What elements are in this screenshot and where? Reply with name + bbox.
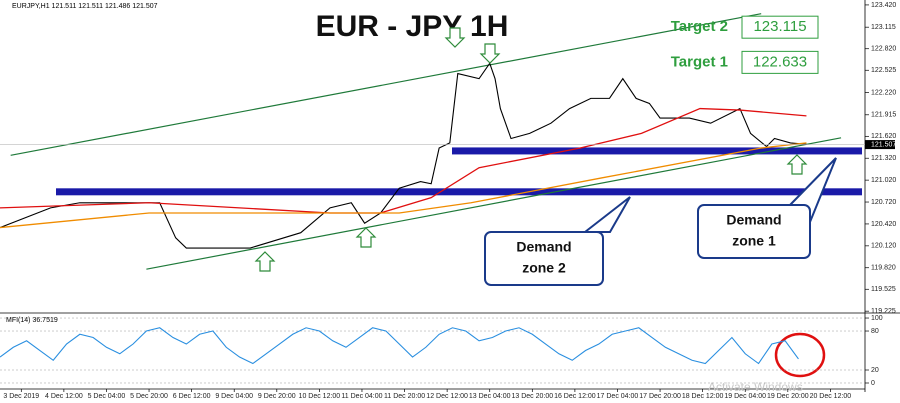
y-tick-label: 20 (871, 367, 879, 374)
y-tick-label: 119.225 (871, 308, 896, 315)
x-tick-label: 20 Dec 12:00 (810, 393, 852, 400)
x-tick-label: 11 Dec 20:00 (384, 393, 425, 400)
y-tick-label: 121.620 (871, 133, 896, 140)
y-tick-label: 100 (871, 315, 883, 322)
x-tick-label: 9 Dec 04:00 (215, 393, 253, 400)
price-line (0, 142, 807, 229)
up-arrow (355, 227, 377, 248)
y-tick-label: 122.820 (871, 46, 896, 53)
demand-zone (452, 147, 862, 155)
y-tick-label: 123.115 (871, 24, 896, 31)
up-arrow (786, 154, 808, 175)
y-tick-label: 80 (871, 328, 879, 335)
y-tick-label: 121.020 (871, 177, 896, 184)
x-tick-label: 16 Dec 12:00 (554, 393, 596, 400)
down-arrow (444, 27, 466, 48)
x-tick-label: 13 Dec 20:00 (511, 393, 553, 400)
price-tag-label: 121.507 (871, 141, 896, 148)
x-tick-label: 12 Dec 12:00 (426, 393, 468, 400)
target-box (741, 50, 819, 74)
header: EURJPY,H1 121.511 121.511 121.486 121.50… (12, 3, 158, 10)
arrows (254, 27, 808, 272)
y-tick-label: 122.220 (871, 89, 896, 96)
price-line (0, 62, 807, 249)
x-tick-label: 18 Dec 12:00 (682, 393, 724, 400)
highlight-circle (774, 332, 826, 378)
x-tick-label: 19 Dec 20:00 (767, 393, 809, 400)
y-tick-label: 120.720 (871, 199, 896, 206)
y-tick-label: 121.320 (871, 155, 896, 162)
callout-text: Demand (726, 212, 781, 228)
callout-text: zone 1 (732, 233, 776, 249)
x-tick-label: 4 Dec 12:00 (45, 393, 83, 400)
callout-box (484, 231, 604, 286)
x-tick-label: 3 Dec 2019 (3, 393, 39, 400)
target-value: 122.633 (753, 53, 807, 70)
x-tick-label: 11 Dec 04:00 (341, 393, 382, 400)
up-arrow (254, 251, 276, 272)
x-tick-label: 5 Dec 20:00 (130, 393, 168, 400)
x-tick-label: 5 Dec 04:00 (88, 393, 126, 400)
watermark: Activate Windows (708, 380, 803, 394)
y-tick-label: 120.120 (871, 243, 896, 250)
y-tick-label: 119.820 (871, 265, 896, 272)
target-label: Target 1 (671, 53, 728, 70)
price-tag (865, 140, 895, 150)
y-tick-label: 0 (871, 380, 875, 387)
y-tick-label: 123.420 (871, 2, 896, 9)
y-tick-label: 120.420 (871, 221, 896, 228)
callout-box (697, 204, 811, 259)
target-value: 123.115 (753, 18, 806, 35)
x-tick-label: 9 Dec 20:00 (258, 393, 296, 400)
x-tick-label: 13 Dec 04:00 (469, 393, 511, 400)
trendline (10, 13, 762, 156)
trendline (146, 137, 842, 270)
x-tick-label: 10 Dec 12:00 (299, 393, 341, 400)
target-label: Target 2 (671, 18, 728, 35)
callout-text: zone 2 (522, 260, 566, 276)
y-tick-label: 121.915 (871, 112, 896, 119)
x-tick-label: 19 Dec 04:00 (724, 393, 766, 400)
demand-zone (56, 188, 862, 196)
x-tick-label: 17 Dec 20:00 (639, 393, 681, 400)
target-box (741, 15, 819, 39)
mfi-title: MFI(14) 36.7519 (6, 317, 58, 324)
y-tick-label: 119.525 (871, 286, 896, 293)
price-line (0, 107, 807, 214)
callout-text: Demand (516, 239, 571, 255)
x-tick-label: 17 Dec 04:00 (597, 393, 639, 400)
chart-title: EUR - JPY 1H (316, 10, 509, 43)
price-line (0, 327, 799, 365)
y-tick-label: 122.525 (871, 67, 896, 74)
down-arrow (479, 43, 501, 64)
x-tick-label: 6 Dec 12:00 (173, 393, 211, 400)
